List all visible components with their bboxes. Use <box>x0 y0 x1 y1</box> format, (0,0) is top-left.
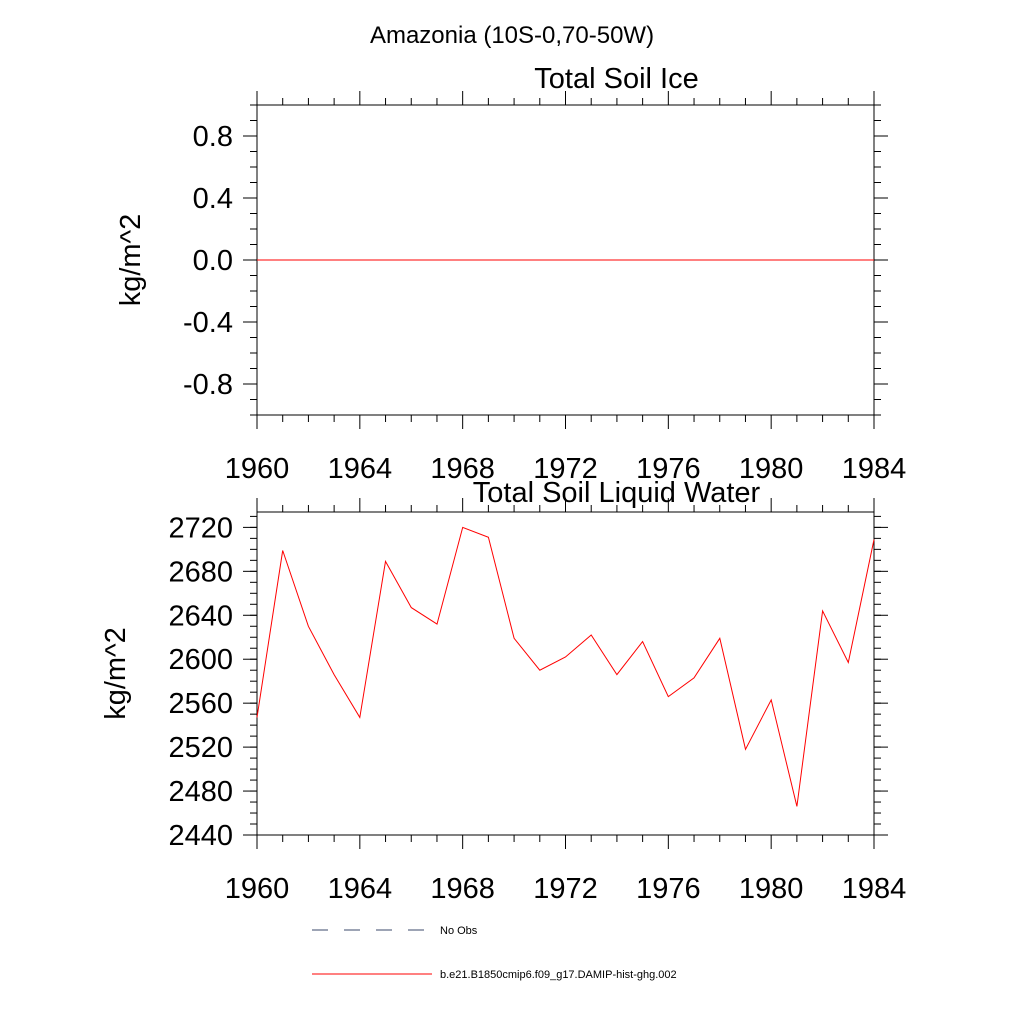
plot-frame <box>256 511 875 836</box>
y-tick-label: 2440 <box>168 820 233 852</box>
y-tick-label: 2720 <box>168 512 233 544</box>
panel-2: Total Soil Liquid Water kg/m^2 1960 1964 196… <box>100 477 906 905</box>
y-tick-label: 0.0 <box>193 245 233 277</box>
y-tick-label: 2560 <box>168 688 233 720</box>
panel-title: Total Soil Liquid Water <box>473 477 761 509</box>
x-tick-label: 1976 <box>636 873 701 905</box>
x-tick-label: 1964 <box>328 873 393 905</box>
x-tick-label: 1960 <box>225 873 290 905</box>
y-tick-label: 2520 <box>168 732 233 764</box>
y-tick-label: 2640 <box>168 600 233 632</box>
y-tick-label: -0.4 <box>183 307 233 339</box>
y-tick-label: 0.8 <box>193 121 233 153</box>
series-line <box>256 526 875 807</box>
y-axis-label: kg/m^2 <box>100 627 132 720</box>
x-tick-label: 1960 <box>225 453 290 485</box>
x-tick-label: 1964 <box>328 453 393 485</box>
y-tick-label: 2480 <box>168 776 233 808</box>
x-tick-label: 1980 <box>739 873 804 905</box>
y-tick-label: -0.8 <box>183 369 233 401</box>
x-tick-label: 1980 <box>739 453 804 485</box>
x-tick-label: 1984 <box>842 873 907 905</box>
panel-1: Total Soil Ice kg/m^2 1960 1964 1968 1972 1976… <box>115 63 906 485</box>
y-axis-label: kg/m^2 <box>115 214 147 307</box>
x-tick-label: 1972 <box>533 873 598 905</box>
legend-no-obs-label: No Obs <box>440 925 478 937</box>
y-tick-label: 2600 <box>168 644 233 676</box>
x-tick-label: 1968 <box>430 453 495 485</box>
legend: No Obs b.e21.B1850cmip6.f09_g17.DAMIP-hi… <box>312 925 677 981</box>
x-tick-label: 1972 <box>533 453 598 485</box>
figure-title: Amazonia (10S-0,70-50W) <box>370 22 654 49</box>
y-tick-label: 0.4 <box>193 183 233 215</box>
x-tick-label: 1984 <box>842 453 907 485</box>
x-tick-label: 1968 <box>430 873 495 905</box>
y-tick-label: 2680 <box>168 556 233 588</box>
x-tick-label: 1976 <box>636 453 701 485</box>
legend-model-label: b.e21.B1850cmip6.f09_g17.DAMIP-hist-ghg.… <box>440 969 677 981</box>
panel-title: Total Soil Ice <box>534 63 698 95</box>
